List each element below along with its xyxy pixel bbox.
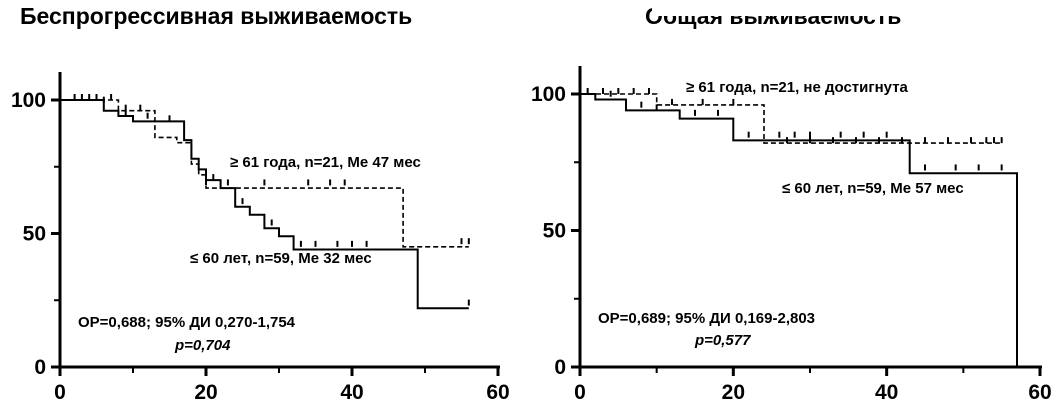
os-label-young: ≤ 60 лет, n=59, Ме 57 мес bbox=[782, 180, 964, 197]
os-curve-young bbox=[580, 93, 1018, 367]
os-y-tick-label: 100 bbox=[531, 83, 566, 106]
pfs-x-tick-label: 0 bbox=[54, 381, 66, 404]
os-p-value: p=0,577 bbox=[694, 332, 751, 349]
os-label-old: ≥ 61 года, n=21, не достигнута bbox=[686, 79, 909, 96]
os-y-tick-label: 50 bbox=[543, 220, 566, 243]
pfs-x-tick-label: 20 bbox=[194, 381, 217, 404]
pfs-x-tick-label: 60 bbox=[486, 381, 509, 404]
pfs-label-young: ≤ 60 лет, n=59, Ме 32 мес bbox=[190, 250, 372, 267]
os-x-tick-label: 60 bbox=[1028, 381, 1051, 404]
os-x-tick-label: 40 bbox=[875, 381, 898, 404]
os-curves bbox=[580, 88, 1018, 367]
pfs-hazard-ratio: ОР=0,688; 95% ДИ 0,270-1,754 bbox=[78, 314, 296, 331]
os-curve-old bbox=[580, 93, 1002, 144]
os-x-tick-label: 0 bbox=[574, 381, 586, 404]
pfs-label-old: ≥ 61 года, n=21, Ме 47 мес bbox=[230, 154, 421, 171]
pfs-x-tick-label: 40 bbox=[340, 381, 363, 404]
pfs-axes: 0 20 40 60 0 50 100 bbox=[11, 72, 510, 404]
os-hazard-ratio: ОР=0,689; 95% ДИ 0,169-2,803 bbox=[598, 310, 815, 327]
pfs-y-tick-label: 100 bbox=[11, 89, 46, 112]
os-title-occlusion bbox=[652, 0, 982, 16]
pfs-y-tick-label: 0 bbox=[34, 356, 46, 379]
os-x-tick-label: 20 bbox=[722, 381, 745, 404]
pfs-p-value: p=0,704 bbox=[174, 337, 231, 354]
pfs-curves bbox=[60, 94, 470, 310]
pfs-panel: Беспрогрессивная выживаемость 0 20 40 60 0 50… bbox=[11, 3, 510, 404]
os-axes: 0 20 40 60 0 50 100 bbox=[531, 66, 1052, 404]
os-y-tick-label: 0 bbox=[554, 356, 566, 379]
pfs-y-tick-label: 50 bbox=[23, 223, 46, 246]
pfs-title: Беспрогрессивная выживаемость bbox=[20, 3, 412, 29]
pfs-curve-young bbox=[60, 99, 469, 310]
